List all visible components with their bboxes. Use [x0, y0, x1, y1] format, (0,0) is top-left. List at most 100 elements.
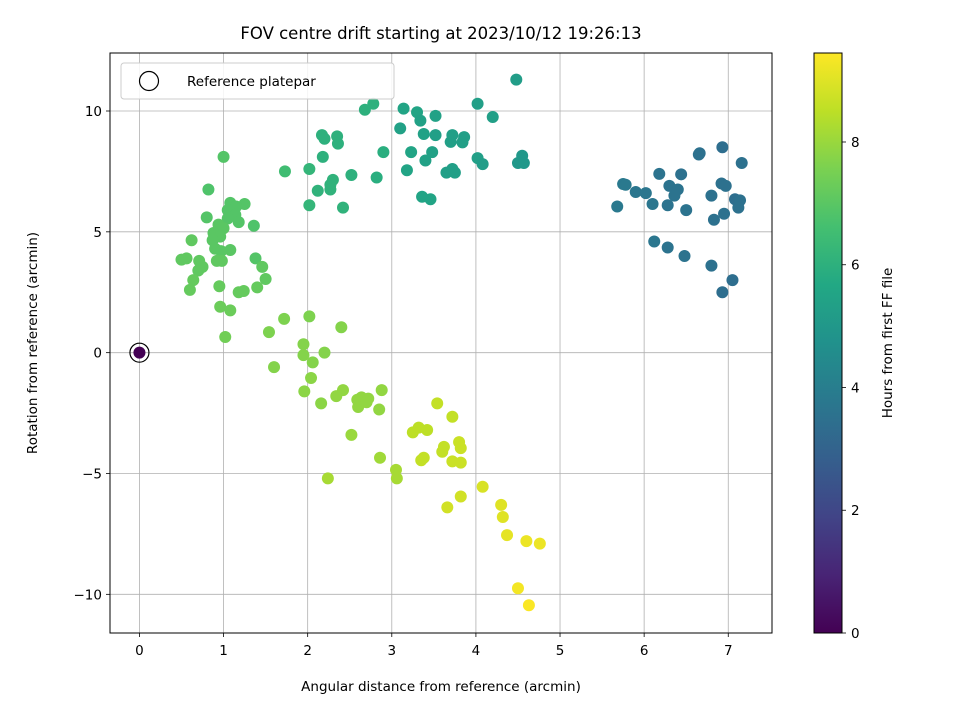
data-point	[456, 136, 469, 149]
y-tick-label: −5	[82, 467, 102, 483]
data-point	[732, 201, 745, 214]
y-tick-label: 5	[93, 225, 102, 241]
data-point	[262, 326, 275, 339]
data-point	[415, 454, 428, 467]
data-point	[716, 141, 729, 154]
data-point	[370, 171, 383, 184]
data-point	[476, 480, 489, 493]
data-point	[200, 211, 213, 224]
data-point	[358, 103, 371, 116]
data-point	[217, 150, 230, 163]
x-tick-label: 3	[387, 643, 396, 659]
data-point	[444, 135, 457, 148]
data-point	[318, 132, 331, 145]
data-point	[345, 428, 358, 441]
colorbar	[813, 52, 843, 634]
data-point	[639, 187, 652, 200]
data-point	[306, 356, 319, 369]
data-point	[510, 73, 523, 86]
data-point	[259, 272, 272, 285]
data-point	[436, 445, 449, 458]
data-point	[373, 403, 386, 416]
data-point	[726, 274, 739, 287]
colorbar-tick-label: 8	[851, 135, 860, 151]
data-point	[377, 146, 390, 159]
data-point	[501, 529, 514, 542]
legend-open-circle-icon	[138, 70, 160, 92]
data-point	[390, 472, 403, 485]
data-point	[335, 321, 348, 334]
y-axis-ticks: −10 −5 0 5 10	[74, 104, 110, 603]
data-point	[705, 189, 718, 202]
data-point	[421, 424, 434, 436]
data-point	[678, 250, 691, 262]
data-point	[297, 338, 310, 351]
data-point	[214, 300, 227, 313]
data-point	[249, 252, 262, 265]
data-point	[471, 97, 484, 110]
y-tick-label: −10	[74, 587, 103, 603]
data-point	[345, 169, 358, 182]
colorbar-tick-label: 6	[851, 258, 860, 274]
data-point	[429, 109, 442, 122]
data-point	[337, 201, 350, 214]
grid-lines	[110, 53, 772, 633]
data-point	[424, 193, 437, 206]
data-point	[646, 198, 659, 211]
x-tick-label: 2	[303, 643, 312, 659]
data-point	[303, 163, 316, 175]
data-point	[718, 207, 731, 220]
data-point	[237, 285, 250, 298]
legend-box	[120, 62, 395, 100]
data-point	[303, 310, 316, 323]
x-tick-label: 4	[472, 643, 481, 659]
y-tick-label: 0	[93, 346, 102, 362]
reference-marker	[129, 342, 150, 363]
data-point	[716, 286, 729, 299]
data-point	[232, 216, 245, 229]
data-point	[405, 146, 418, 159]
data-point	[414, 114, 427, 127]
colorbar-tick-label: 4	[851, 380, 860, 396]
data-point	[397, 102, 410, 115]
data-point	[213, 280, 226, 293]
data-point	[426, 146, 439, 159]
data-point	[318, 346, 331, 359]
colorbar-label: Hours from first FF file	[880, 268, 896, 419]
data-point	[375, 384, 388, 397]
data-point	[215, 245, 228, 258]
data-point	[224, 243, 237, 256]
x-tick-label: 1	[219, 643, 228, 659]
data-point	[394, 122, 407, 135]
data-point	[520, 535, 533, 548]
data-point	[680, 204, 693, 217]
data-point	[611, 200, 624, 213]
data-point	[692, 148, 705, 161]
data-point	[278, 165, 291, 178]
x-tick-label: 0	[135, 643, 144, 659]
colorbar-tick-label: 0	[851, 626, 860, 642]
data-point	[496, 511, 509, 523]
data-point	[278, 312, 291, 325]
data-point	[446, 163, 459, 175]
data-point	[629, 185, 642, 198]
data-point	[183, 283, 196, 296]
data-point	[400, 164, 413, 177]
data-point	[331, 137, 344, 150]
data-point	[648, 235, 661, 248]
x-tick-label: 7	[724, 643, 733, 659]
data-point	[441, 501, 454, 514]
data-point	[495, 498, 508, 511]
data-point	[215, 254, 228, 267]
data-point	[256, 260, 269, 273]
data-point	[224, 304, 237, 317]
data-point	[661, 241, 674, 254]
data-point	[707, 213, 720, 226]
data-point	[454, 490, 467, 503]
data-point	[251, 281, 264, 294]
legend-label: Reference platepar	[187, 74, 316, 90]
data-point	[316, 150, 329, 163]
data-point	[321, 472, 334, 485]
y-axis-label: Rotation from reference (arcmin)	[25, 232, 41, 454]
